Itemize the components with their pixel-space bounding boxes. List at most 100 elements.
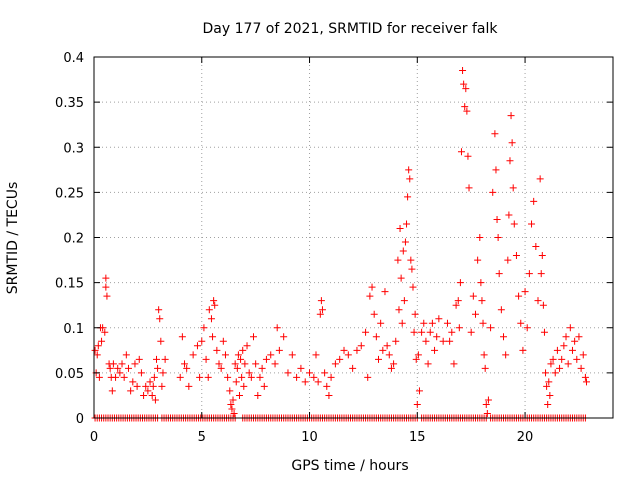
data-point [362, 328, 370, 336]
data-point [534, 297, 542, 305]
data-point [249, 333, 257, 341]
data-point [95, 373, 103, 381]
data-point [127, 387, 135, 395]
data-point [99, 324, 107, 332]
data-point [505, 211, 513, 219]
data-point [456, 279, 464, 287]
data-point [102, 274, 110, 282]
data-point [560, 342, 568, 350]
data-points [91, 67, 590, 422]
data-point [161, 355, 169, 363]
data-point [325, 391, 333, 399]
data-point [412, 355, 420, 363]
data-point [474, 256, 482, 264]
data-point [538, 252, 546, 260]
data-point [506, 157, 514, 165]
data-point [553, 346, 561, 354]
data-point [484, 396, 492, 404]
data-point [454, 297, 462, 305]
data-point [252, 360, 260, 368]
data-point [229, 396, 237, 404]
data-point [258, 364, 266, 372]
data-point [340, 346, 348, 354]
data-point [293, 373, 301, 381]
data-point [397, 274, 405, 282]
data-point [198, 337, 206, 345]
data-point [120, 373, 128, 381]
y-tick-label: 0.15 [55, 277, 84, 292]
data-point [158, 382, 166, 390]
data-point [368, 283, 376, 291]
data-point [410, 328, 418, 336]
data-point [310, 373, 318, 381]
data-point [465, 184, 473, 192]
data-point [112, 373, 120, 381]
data-point [491, 130, 499, 138]
data-point [478, 297, 486, 305]
data-point [448, 328, 456, 336]
data-point [411, 310, 419, 318]
data-point [312, 351, 320, 359]
data-point [395, 306, 403, 314]
data-point [564, 360, 572, 368]
data-point [232, 378, 240, 386]
data-point [481, 364, 489, 372]
data-point [467, 328, 475, 336]
data-point [243, 342, 251, 350]
data-point [189, 351, 197, 359]
data-point [383, 342, 391, 350]
data-point [314, 378, 322, 386]
y-tick-label: 0.25 [55, 186, 84, 201]
data-point [406, 175, 414, 183]
data-point [205, 306, 213, 314]
y-axis-label: SRMTID / TECUs [5, 182, 21, 295]
data-point [381, 288, 389, 296]
axis-ticks: 0 0.05 0.1 0.15 0.2 0.25 0.3 0.35 0.4 0 5 10 15 20 [55, 51, 613, 445]
data-point [420, 319, 428, 327]
data-point [280, 333, 288, 341]
data-point [254, 391, 262, 399]
data-point [271, 360, 279, 368]
plot-frame [93, 56, 614, 419]
data-point [109, 360, 117, 368]
data-point [394, 256, 402, 264]
data-point [316, 310, 324, 318]
data-point [154, 364, 162, 372]
data-point [344, 351, 352, 359]
data-point [508, 139, 516, 147]
data-point [409, 283, 417, 291]
data-point [323, 382, 331, 390]
y-tick-label: 0.05 [55, 367, 84, 382]
data-point [507, 112, 515, 120]
data-point [556, 364, 564, 372]
data-point [462, 85, 470, 93]
data-point [364, 373, 372, 381]
data-point [124, 364, 132, 372]
data-point [372, 333, 380, 341]
data-point [549, 355, 557, 363]
data-point [377, 319, 385, 327]
data-point [479, 319, 487, 327]
data-point [262, 355, 270, 363]
x-tick-label: 20 [517, 430, 534, 445]
data-point [210, 297, 218, 305]
data-point [233, 364, 241, 372]
data-point [98, 337, 106, 345]
data-point [317, 297, 325, 305]
data-point [463, 107, 471, 115]
data-point [579, 351, 587, 359]
data-point [446, 337, 454, 345]
data-point [238, 373, 246, 381]
data-point [204, 373, 212, 381]
data-point [231, 360, 239, 368]
data-point [227, 400, 235, 408]
data-point [487, 324, 495, 332]
data-point [464, 152, 472, 160]
data-point [235, 391, 243, 399]
data-point [156, 315, 164, 323]
data-point [547, 360, 555, 368]
data-point [140, 391, 148, 399]
data-point [540, 328, 548, 336]
data-point [495, 270, 503, 278]
data-point [566, 324, 574, 332]
